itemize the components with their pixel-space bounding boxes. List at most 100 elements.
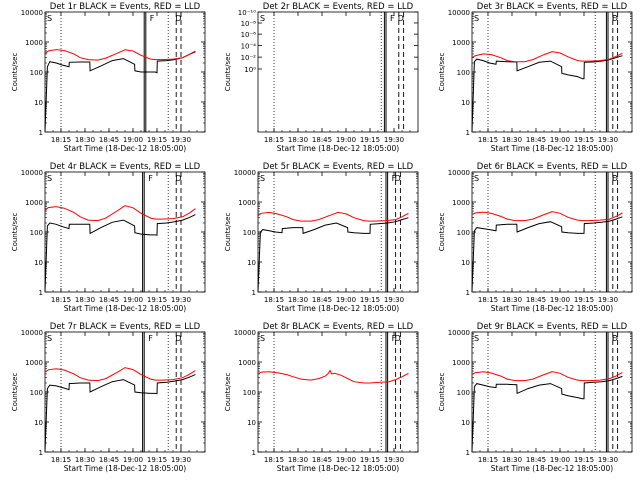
det-2r-panel: Det 2r BLACK = Events, RED = LLD 10⁰ 10⁻² 1…: [224, 2, 419, 153]
det-3r-x-tick-label: 18:15: [478, 136, 498, 144]
det-9r-marker-label-S: S: [474, 334, 479, 343]
det-2r-y-tick-label: 10⁻⁸: [241, 20, 257, 28]
det-8r-x-tick-label: 18:45: [312, 456, 332, 464]
det-4r-x-tick-label: 18:15: [51, 296, 71, 304]
det-6r-x-tick-label: 19:30: [598, 296, 618, 304]
det-9r-y-tick-label: 10000: [448, 329, 470, 337]
det-6r-series-lld: [471, 211, 623, 222]
det-1r-y-tick-label: 10000: [21, 9, 43, 17]
det-1r-x-axis-label: Start Time (18-Dec-12 18:05:00): [64, 144, 186, 153]
det-2r-y-tick-label: 10⁻²: [241, 54, 257, 62]
det-8r-x-axis-label: Start Time (18-Dec-12 18:05:00): [277, 464, 399, 473]
det-2r-x-tick-label: 18:45: [312, 136, 332, 144]
det-7r-title: Det 7r BLACK = Events, RED = LLD: [50, 322, 201, 332]
det-3r-marker-label-S: S: [474, 14, 479, 23]
det-1r-marker-label-F: F: [150, 14, 155, 23]
det-2r-y-tick-label: 10⁻¹⁰: [238, 9, 256, 17]
det-7r-x-tick-label: 18:30: [75, 456, 95, 464]
det-8r-x-tick-label: 18:30: [288, 456, 308, 464]
det-7r-marker-label-D: D: [175, 334, 181, 343]
det-2r-x-tick-label: 19:00: [336, 136, 356, 144]
det-5r-x-tick-label: 19:00: [336, 296, 356, 304]
det-6r-marker-label-F: F: [612, 174, 617, 183]
det-6r-panel: Det 6r BLACK = Events, RED = LLD 1 10 100 10…: [438, 162, 633, 313]
det-6r-y-axis-label: Counts/sec: [438, 213, 446, 252]
det-1r-x-tick-label: 18:30: [75, 136, 95, 144]
det-8r-x-tick-label: 19:00: [336, 456, 356, 464]
det-8r-title: Det 8r BLACK = Events, RED = LLD: [263, 322, 414, 332]
det-9r-x-tick-label: 19:15: [574, 456, 594, 464]
det-2r-y-tick-label: 10⁰: [244, 66, 256, 74]
det-1r-panel: Det 1r BLACK = Events, RED = LLD 1 10 100 10…: [11, 2, 206, 153]
det-1r-title: Det 1r BLACK = Events, RED = LLD: [50, 2, 201, 12]
det-2r-title: Det 2r BLACK = Events, RED = LLD: [263, 2, 414, 12]
det-3r-series-lld: [471, 51, 623, 63]
det-3r-series-events: [471, 55, 623, 132]
det-6r-x-tick-label: 19:15: [574, 296, 594, 304]
det-5r-y-tick-label: 10000: [234, 169, 256, 177]
det-5r-series-events: [257, 217, 409, 292]
det-5r-y-tick-label: 100: [243, 229, 256, 237]
det-4r-marker-label-D: D: [175, 174, 181, 183]
det-8r-marker-label-D: D: [395, 334, 401, 343]
det-9r-x-tick-label: 18:45: [526, 456, 546, 464]
det-1r-series-lld: [44, 49, 196, 61]
det-5r-x-axis-label: Start Time (18-Dec-12 18:05:00): [277, 304, 399, 313]
det-4r-x-tick-label: 19:15: [147, 296, 167, 304]
det-6r-y-tick-label: 1000: [452, 199, 470, 207]
det-9r-x-tick-label: 19:30: [598, 456, 618, 464]
det-6r-x-tick-label: 18:15: [478, 296, 498, 304]
det-8r-x-tick-label: 19:15: [360, 456, 380, 464]
det-5r-panel: Det 5r BLACK = Events, RED = LLD 1 10 100 10…: [224, 162, 419, 313]
det-7r-y-tick-label: 10: [34, 419, 43, 427]
det-8r-y-tick-label: 100: [243, 389, 256, 397]
det-8r-y-tick-label: 10000: [234, 329, 256, 337]
det-6r-marker-label-S: S: [474, 174, 479, 183]
det-3r-y-tick-label: 10000: [448, 9, 470, 17]
det-7r-x-tick-label: 19:30: [171, 456, 191, 464]
det-2r-x-tick-label: 19:15: [360, 136, 380, 144]
det-8r-y-tick-label: 10: [247, 419, 256, 427]
det-4r-y-tick-label: 1: [39, 289, 43, 297]
det-6r-x-tick-label: 18:30: [502, 296, 522, 304]
det-7r-y-axis-label: Counts/sec: [11, 373, 19, 412]
det-8r-marker-label-F: F: [392, 334, 397, 343]
det-6r-y-tick-label: 10: [461, 259, 470, 267]
det-6r-x-tick-label: 18:45: [526, 296, 546, 304]
det-5r-y-tick-label: 10: [247, 259, 256, 267]
det-1r-y-tick-label: 100: [30, 69, 43, 77]
det-1r-x-tick-label: 19:15: [147, 136, 167, 144]
det-8r-panel: Det 8r BLACK = Events, RED = LLD 1 10 100 10…: [224, 322, 419, 473]
det-3r-marker-label-D: D: [612, 14, 618, 23]
det-3r-y-tick-label: 1: [466, 129, 470, 137]
det-8r-series-lld: [257, 369, 409, 384]
det-5r-y-tick-label: 1: [252, 289, 256, 297]
det-9r-marker-label-D: D: [612, 334, 618, 343]
det-1r-x-tick-label: 18:45: [99, 136, 119, 144]
det-5r-x-tick-label: 18:30: [288, 296, 308, 304]
det-4r-panel: Det 4r BLACK = Events, RED = LLD 1 10 100 10…: [11, 162, 206, 313]
det-7r-x-tick-label: 19:15: [147, 456, 167, 464]
det-1r-x-tick-label: 18:15: [51, 136, 71, 144]
det-3r-y-tick-label: 10: [461, 99, 470, 107]
det-1r-marker-label-D: D: [175, 14, 181, 23]
det-5r-marker-label-D: D: [395, 174, 401, 183]
det-9r-y-axis-label: Counts/sec: [438, 373, 446, 412]
det-2r-marker-label-S: S: [260, 14, 265, 23]
det-4r-x-tick-label: 18:45: [99, 296, 119, 304]
det-9r-y-tick-label: 1000: [452, 359, 470, 367]
det-4r-y-tick-label: 10000: [21, 169, 43, 177]
det-8r-axes-frame: [257, 331, 419, 453]
det-3r-y-tick-label: 100: [457, 69, 470, 77]
det-9r-x-tick-label: 18:15: [478, 456, 498, 464]
det-1r-marker-label-S: S: [47, 14, 52, 23]
det-1r-y-tick-label: 10: [34, 99, 43, 107]
det-9r-y-tick-label: 100: [457, 389, 470, 397]
det-7r-marker-label-S: S: [47, 334, 52, 343]
det-4r-y-tick-label: 1000: [25, 199, 43, 207]
det-2r-x-tick-label: 18:15: [264, 136, 284, 144]
det-4r-y-tick-label: 10: [34, 259, 43, 267]
det-7r-marker-label-F: F: [148, 334, 153, 343]
det-1r-y-tick-label: 1: [39, 129, 43, 137]
